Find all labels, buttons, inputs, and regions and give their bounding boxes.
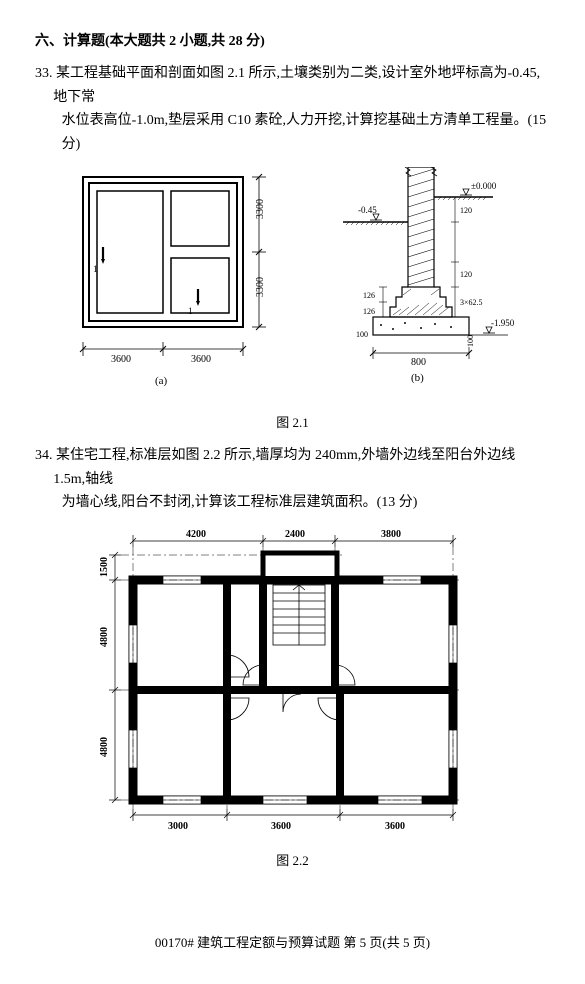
dim-100-r: 100 (466, 335, 475, 347)
q33-line1: 33. 某工程基础平面和剖面如图 2.1 所示,土壤类别为二类,设计室外地坪标高… (35, 62, 550, 110)
dim-3600-r: 3600 (191, 354, 211, 365)
elev-1950: -1.950 (491, 318, 515, 328)
dim-3800: 3800 (381, 529, 401, 540)
dim-3600-l: 3600 (111, 354, 131, 365)
q33-num: 33. (35, 66, 53, 81)
dim-3600-m: 3600 (271, 821, 291, 832)
figure-2-2: 4200 2400 3800 1500 4800 4800 3000 3600 … (35, 525, 550, 844)
elev-000: ±0.000 (471, 181, 497, 191)
dim-2400: 2400 (285, 529, 305, 540)
dim-4800-t: 4800 (99, 627, 110, 647)
dim-3x625: 3×62.5 (460, 298, 483, 307)
dim-1500: 1500 (99, 557, 110, 577)
q33-text1: 某工程基础平面和剖面如图 2.1 所示,土壤类别为二类,设计室外地坪标高为-0.… (53, 66, 541, 105)
figure-2-2-svg: 4200 2400 3800 1500 4800 4800 3000 3600 … (78, 525, 508, 835)
question-33: 33. 某工程基础平面和剖面如图 2.1 所示,土壤类别为二类,设计室外地坪标高… (35, 62, 550, 157)
dim-3300-b: 3300 (255, 277, 266, 297)
page-footer: 00170# 建筑工程定额与预算试题 第 5 页(共 5 页) (35, 932, 550, 954)
sec-mark-1a: 1 (93, 264, 98, 274)
figure-2-1-svg: 1 1 3600 3600 3300 3300 (a) (43, 167, 543, 397)
dim-800: 800 (411, 357, 426, 368)
figure-2-1-caption: 图 2.1 (35, 412, 550, 434)
dim-100-l: 100 (356, 330, 368, 339)
elev-045: -0.45 (358, 205, 377, 215)
dim-120-b: 120 (460, 270, 472, 279)
dim-4800-b: 4800 (99, 737, 110, 757)
dim-3600-r: 3600 (385, 821, 405, 832)
q34-line1: 34. 某住宅工程,标准层如图 2.2 所示,墙厚均为 240mm,外墙外边线至… (35, 444, 550, 492)
dim-126-2: 126 (363, 307, 375, 316)
section-title: 六、计算题(本大题共 2 小题,共 28 分) (35, 30, 550, 54)
dim-4200: 4200 (186, 529, 206, 540)
dim-3000: 3000 (168, 821, 188, 832)
dim-120-t: 120 (460, 206, 472, 215)
figure-2-1: 1 1 3600 3600 3300 3300 (a) (35, 167, 550, 406)
q34-line2: 为墙心线,阳台不封闭,计算该工程标准层建筑面积。(13 分) (35, 491, 550, 515)
dim-126-1: 126 (363, 291, 375, 300)
question-34: 34. 某住宅工程,标准层如图 2.2 所示,墙厚均为 240mm,外墙外边线至… (35, 444, 550, 515)
sec-mark-1b: 1 (188, 306, 193, 316)
dim-3300-t: 3300 (255, 199, 266, 219)
fig-b-label: (b) (411, 372, 424, 384)
fig-a-label: (a) (155, 375, 168, 387)
q34-text1: 某住宅工程,标准层如图 2.2 所示,墙厚均为 240mm,外墙外边线至阳台外边… (53, 448, 516, 487)
figure-2-2-caption: 图 2.2 (35, 850, 550, 872)
q34-num: 34. (35, 448, 53, 463)
q33-line2: 水位表高位-1.0m,垫层采用 C10 素砼,人力开挖,计算挖基础土方清单工程量… (35, 109, 550, 157)
